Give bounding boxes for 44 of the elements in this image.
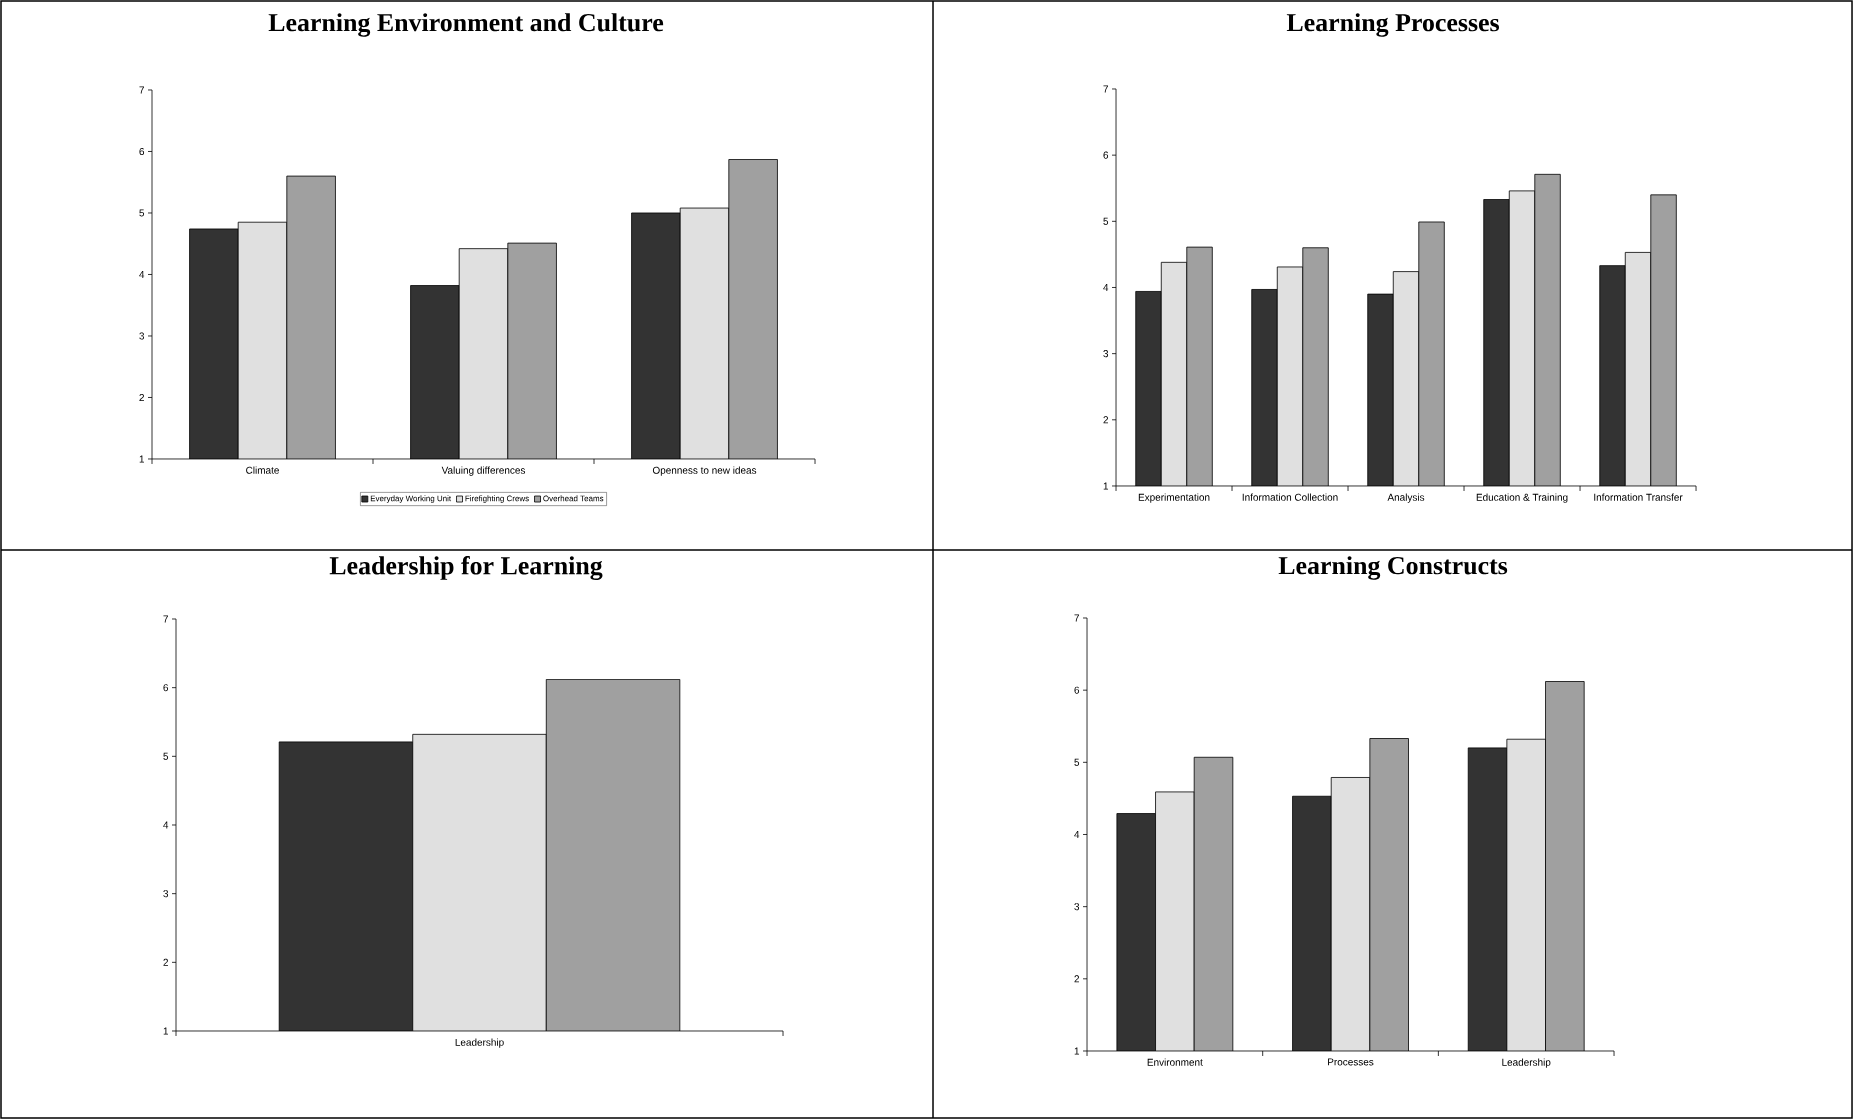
y-tick-label: 2 xyxy=(1103,416,1109,424)
chart-title: Learning Processes xyxy=(1286,13,1499,37)
y-tick-label: 6 xyxy=(139,147,145,155)
y-tick-label: 3 xyxy=(163,890,169,898)
chart-title: Leadership for Learning xyxy=(329,556,603,580)
y-tick-label: 4 xyxy=(1074,831,1080,838)
y-tick-label: 4 xyxy=(139,271,145,278)
y-tick-label: 4 xyxy=(1103,284,1109,291)
y-tick-label: 2 xyxy=(1074,975,1080,983)
y-tick-label: 4 xyxy=(163,821,169,829)
y-tick-label: 6 xyxy=(1103,151,1109,159)
x-tick-label: Analysis xyxy=(1387,493,1425,503)
y-tick-label: 3 xyxy=(1103,350,1109,358)
chart-title: Learning Constructs xyxy=(1278,556,1508,580)
y-tick-label: 2 xyxy=(139,394,144,401)
y-tick-label: 7 xyxy=(1074,614,1080,622)
y-tick-label: 1 xyxy=(1074,1047,1080,1055)
y-tick-label: 3 xyxy=(1074,903,1080,911)
x-tick-label: Climate xyxy=(246,466,279,474)
y-tick-label: 5 xyxy=(139,209,145,217)
x-tick-label: Openness to new ideas xyxy=(652,466,757,476)
y-tick-label: 5 xyxy=(163,752,169,760)
y-tick-label: 7 xyxy=(139,86,144,94)
y-tick-label: 1 xyxy=(1103,482,1109,490)
y-tick-label: 1 xyxy=(139,455,145,463)
y-tick-label: 7 xyxy=(163,615,168,623)
y-tick-label: 2 xyxy=(163,958,168,966)
y-tick-label: 7 xyxy=(1103,85,1109,93)
x-tick-label: Leadership xyxy=(1502,1058,1551,1068)
y-tick-label: 3 xyxy=(139,332,145,340)
chart-title: Learning Environment and Culture xyxy=(268,13,664,37)
x-tick-label: Information Transfer xyxy=(1594,493,1683,501)
y-tick-label: 6 xyxy=(163,684,169,692)
y-tick-label: 5 xyxy=(1103,217,1109,225)
x-tick-label: Education & Training xyxy=(1476,493,1568,503)
y-tick-label: 1 xyxy=(163,1027,169,1035)
x-tick-label: Information Collection xyxy=(1242,493,1338,501)
x-tick-label: Environment xyxy=(1147,1058,1203,1066)
y-tick-label: 5 xyxy=(1074,758,1080,766)
x-tick-label: Leadership xyxy=(455,1038,504,1048)
y-tick-label: 6 xyxy=(1074,686,1080,694)
x-tick-label: Experimentation xyxy=(1138,493,1210,503)
x-tick-label: Processes xyxy=(1328,1058,1374,1066)
x-tick-label: Valuing differences xyxy=(441,466,526,476)
